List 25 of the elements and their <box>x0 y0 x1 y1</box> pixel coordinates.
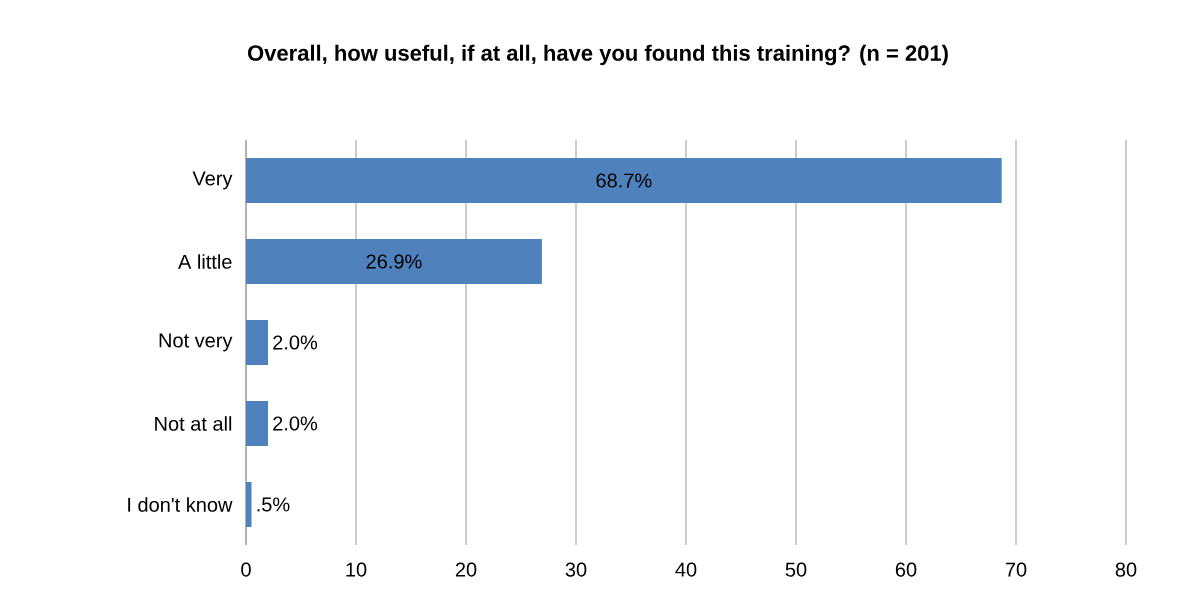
data-label: 2.0% <box>273 416 318 431</box>
x-tick-label: 80 <box>1115 562 1137 577</box>
bar <box>246 481 252 527</box>
x-tick-label: 30 <box>565 562 587 577</box>
y-tick-label: Not at all <box>155 416 232 431</box>
y-tick-label: Very <box>192 171 233 190</box>
x-tick-label: 50 <box>785 562 807 577</box>
x-tick-label: 20 <box>455 562 477 577</box>
bar <box>246 400 269 446</box>
x-tick-label: 10 <box>346 562 367 577</box>
chart-title: Overall, how useful, if at all, have you found this training? (n = 201) <box>247 44 948 66</box>
x-tick-label: 70 <box>1005 562 1027 577</box>
bar <box>246 319 269 365</box>
bar <box>246 238 542 284</box>
y-tick-label: Not very <box>159 333 233 352</box>
x-tick-label: 0 <box>241 562 251 577</box>
y-tick-label: I don't know <box>128 497 233 512</box>
data-label: 2.0% <box>273 335 318 350</box>
data-label: 26.9% <box>366 254 422 269</box>
x-tick-label: 40 <box>675 562 697 577</box>
x-tick-label: 60 <box>895 562 917 577</box>
data-label: 68.7% <box>596 173 652 188</box>
y-tick-label: A little <box>178 254 232 269</box>
data-label: .5% <box>257 497 290 512</box>
bar <box>246 158 1002 203</box>
